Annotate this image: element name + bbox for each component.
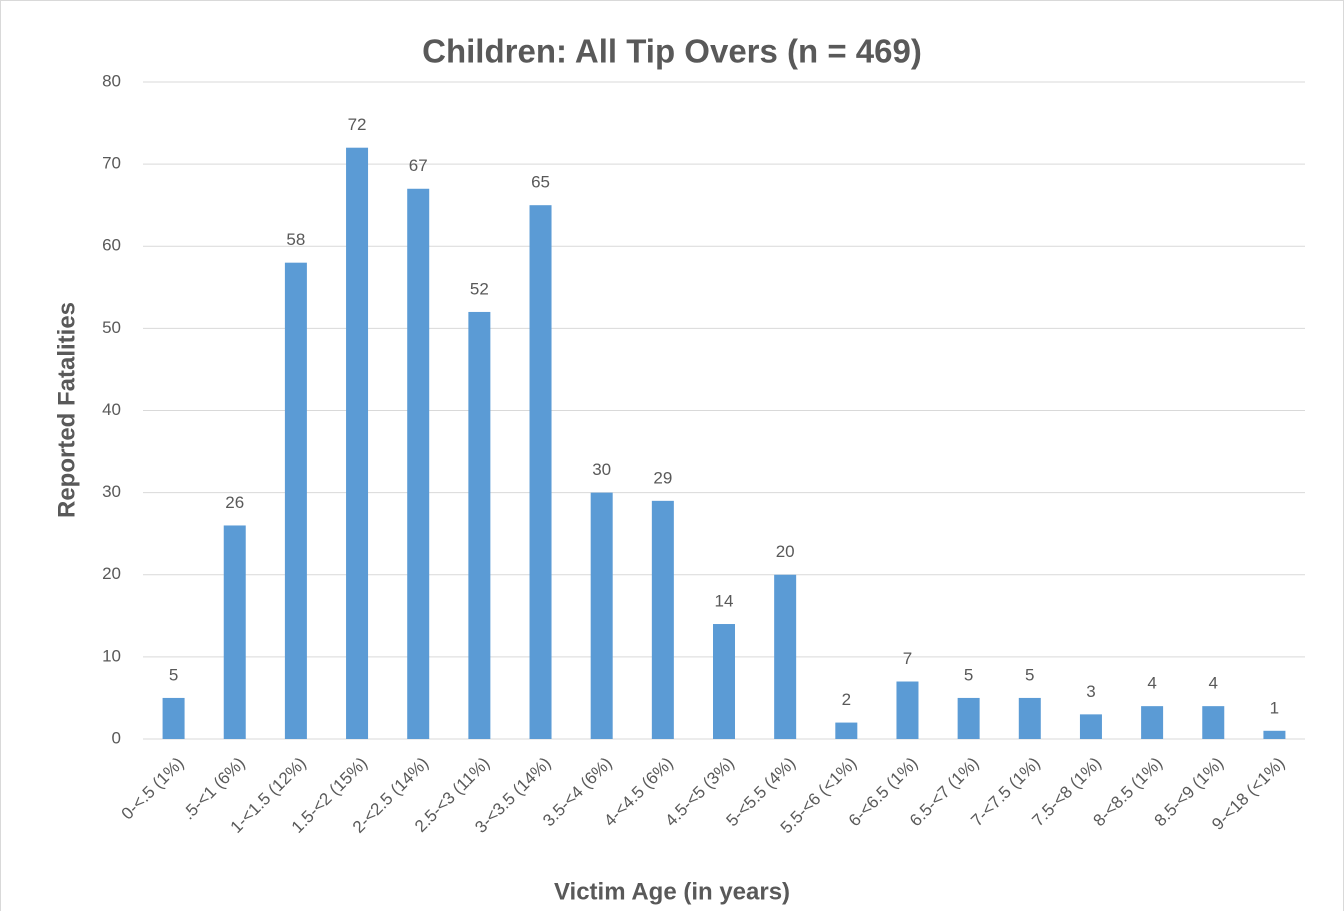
bar [162, 697, 185, 739]
data-label: 1 [1270, 698, 1279, 717]
chart-title: Children: All Tip Overs (n = 469) [422, 33, 922, 70]
data-label: 5 [1025, 665, 1034, 684]
data-label: 72 [348, 115, 367, 134]
bar [1079, 714, 1102, 739]
bar [835, 722, 858, 739]
bar [1018, 697, 1041, 739]
data-label: 2 [842, 690, 851, 709]
y-tick-label: 40 [102, 400, 121, 419]
bar [957, 697, 980, 739]
bar [590, 492, 613, 739]
y-tick-label: 70 [102, 154, 121, 173]
bar [896, 681, 919, 739]
bar [1141, 706, 1164, 739]
bar [713, 624, 735, 739]
bar [1202, 706, 1225, 739]
y-tick-label: 20 [102, 564, 121, 583]
data-label: 4 [1209, 674, 1218, 693]
y-tick-label: 30 [102, 482, 121, 501]
data-label: 58 [286, 230, 305, 249]
bar [1263, 730, 1286, 739]
data-label: 26 [225, 493, 244, 512]
y-tick-label: 10 [102, 646, 121, 665]
bar [529, 205, 552, 739]
bar [407, 188, 430, 739]
y-tick-label: 0 [112, 728, 121, 747]
bar [468, 311, 491, 739]
bar [774, 574, 797, 739]
bar [223, 525, 246, 739]
data-label: 52 [470, 279, 489, 298]
data-label: 3 [1086, 682, 1095, 701]
data-label: 65 [531, 173, 550, 192]
data-label: 67 [409, 156, 428, 175]
data-label: 4 [1147, 674, 1156, 693]
bar [284, 262, 307, 739]
x-axis-label: Victim Age (in years) [554, 878, 790, 905]
data-label: 5 [169, 665, 178, 684]
bar [651, 500, 674, 739]
y-tick-label: 60 [102, 236, 121, 255]
y-tick-label: 80 [102, 71, 121, 90]
y-tick-label: 50 [102, 318, 121, 337]
data-label: 30 [592, 460, 611, 479]
bar [346, 147, 369, 739]
data-label: 14 [715, 592, 734, 611]
data-label: 5 [964, 665, 973, 684]
y-axis-label: Reported Fatalities [53, 302, 80, 518]
x-tick-label: 0-<.5 (1%) [118, 754, 188, 824]
data-label: 20 [776, 542, 795, 561]
data-label: 29 [653, 468, 672, 487]
data-label: 7 [903, 649, 912, 668]
